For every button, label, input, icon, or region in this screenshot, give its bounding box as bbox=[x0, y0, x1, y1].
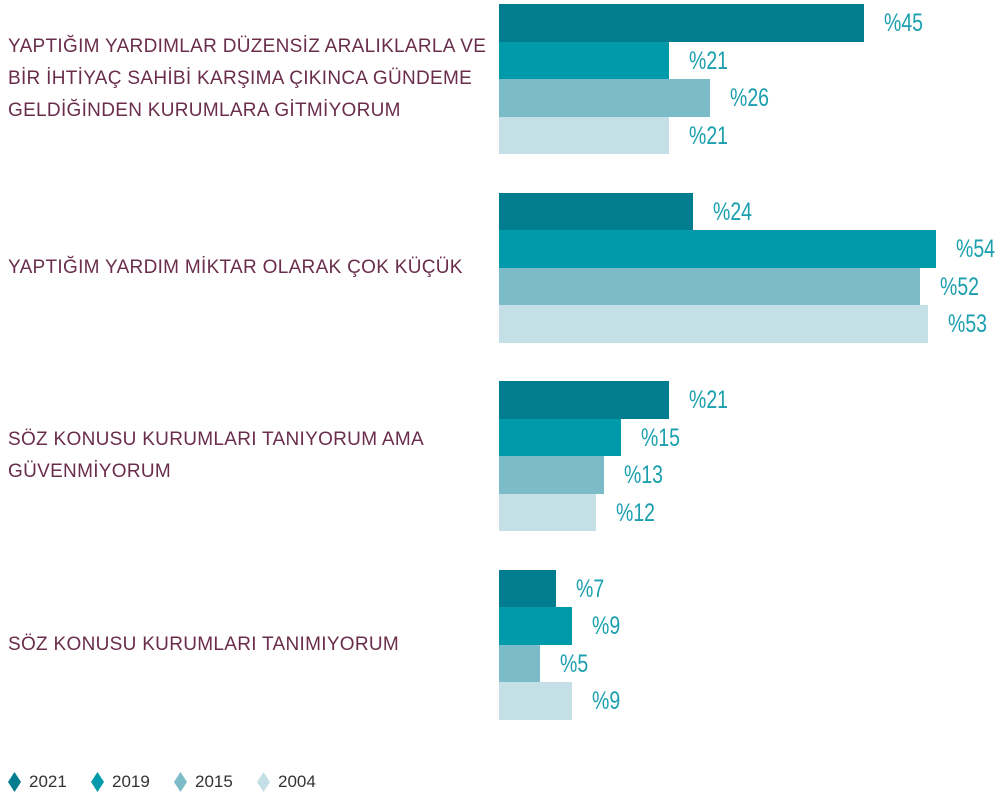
legend-swatch bbox=[257, 772, 270, 792]
value-label: %5 bbox=[559, 649, 588, 678]
bar bbox=[499, 682, 572, 720]
bar bbox=[499, 4, 864, 42]
value-label: %45 bbox=[883, 9, 923, 37]
bar bbox=[499, 116, 670, 154]
legend-swatch bbox=[91, 772, 104, 792]
value-label: %9 bbox=[591, 687, 621, 715]
value-label: %9 bbox=[591, 612, 621, 640]
value-label: %7 bbox=[575, 574, 604, 603]
value-label: %24 bbox=[713, 197, 753, 226]
category-label: SÖZ KONUSU KURUMLARI TANIYORUM AMA GÜVEN… bbox=[8, 429, 423, 482]
value-label: %15 bbox=[640, 423, 680, 452]
bar bbox=[499, 493, 597, 531]
bar bbox=[499, 569, 556, 607]
legend-item: 2019 bbox=[91, 772, 150, 792]
legend-label: 2004 bbox=[278, 772, 316, 791]
legend-label: 2015 bbox=[195, 772, 233, 791]
bar bbox=[499, 267, 921, 305]
value-label: %12 bbox=[616, 498, 656, 527]
bar bbox=[499, 381, 670, 419]
bar bbox=[499, 418, 621, 456]
bar bbox=[499, 41, 670, 79]
bar bbox=[499, 305, 929, 343]
value-label: %21 bbox=[689, 386, 729, 414]
bar bbox=[499, 456, 605, 494]
value-label: %26 bbox=[729, 84, 769, 112]
legend-swatch bbox=[174, 772, 187, 792]
value-label: %13 bbox=[624, 461, 664, 489]
category-label: YAPTIĞIM YARDIM MİKTAR OLARAK ÇOK KÜÇÜK bbox=[8, 256, 463, 278]
value-label: %21 bbox=[689, 121, 729, 150]
value-label: %52 bbox=[940, 272, 980, 301]
category-label: YAPTIĞIM YARDIMLAR DÜZENSİZ ARALIKLARLA … bbox=[8, 36, 487, 121]
legend-swatch bbox=[8, 772, 21, 792]
category-label: SÖZ KONUSU KURUMLARI TANIMIYORUM bbox=[8, 633, 400, 655]
bar bbox=[499, 192, 694, 230]
bar bbox=[499, 644, 540, 682]
value-label: %21 bbox=[689, 46, 729, 75]
legend-item: 2021 bbox=[8, 772, 67, 792]
value-label: %53 bbox=[948, 310, 988, 338]
legend-label: 2021 bbox=[29, 772, 67, 791]
bar bbox=[499, 230, 937, 268]
legend-item: 2015 bbox=[174, 772, 233, 792]
legend-label: 2019 bbox=[112, 772, 150, 791]
value-label: %54 bbox=[956, 235, 996, 263]
bar bbox=[499, 79, 710, 117]
bar bbox=[499, 607, 572, 645]
legend-item: 2004 bbox=[257, 772, 316, 792]
